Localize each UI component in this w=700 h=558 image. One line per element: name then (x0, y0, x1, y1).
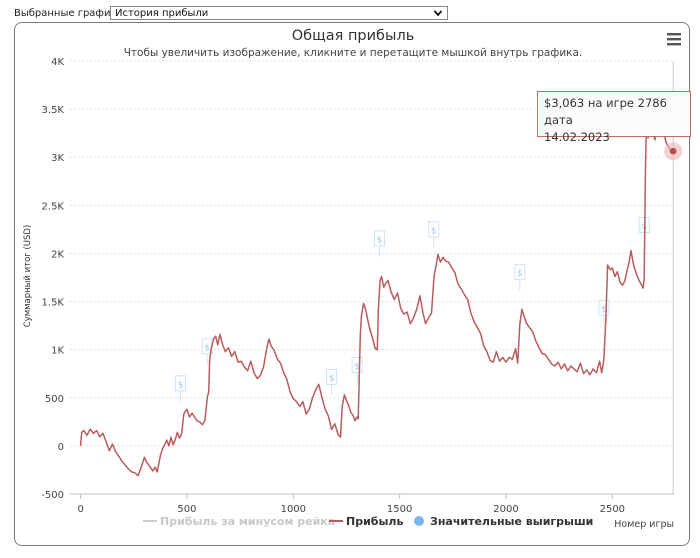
big-win-flag: $ (351, 357, 363, 384)
chart-legend: Прибыль за минусом рейка Прибыль Значите… (143, 515, 593, 528)
chart-selector-label: Выбранные графики: (14, 8, 127, 19)
dollar-icon: $ (431, 226, 437, 236)
chart-title: Общая прибыль (292, 28, 415, 44)
flag-box (175, 375, 187, 392)
x-axis-title: Номер игры (614, 519, 674, 530)
y-tick-label: 3K (51, 153, 64, 164)
flag-box (326, 369, 338, 386)
legend-label-profit: Прибыль (346, 515, 403, 528)
chart-axes: -500 0 500 1K 1.5K 2K 2.5K 3K 3.5K 4K 0 500 1000 1500… (41, 57, 674, 515)
flag-box (598, 299, 610, 316)
profit-series-line (79, 105, 674, 477)
x-tick-label: 2000 (493, 504, 518, 515)
tooltip-line-2: 14.02.2023 (544, 130, 610, 144)
dollar-icon: $ (354, 362, 360, 372)
big-win-flag: $ (175, 375, 187, 402)
big-win-flag: $ (373, 230, 385, 257)
hover-tooltip: $3,063 на игре 2786 дата 14.02.2023 (537, 91, 691, 144)
legend-item-net[interactable]: Прибыль за минусом рейка (143, 515, 335, 528)
y-tick-label: 4K (51, 57, 64, 68)
big-win-flag: $ (514, 264, 526, 291)
flag-box (428, 221, 440, 238)
x-tick-label: 2500 (600, 504, 625, 515)
dollar-icon: $ (204, 343, 210, 353)
big-win-flag: $ (598, 299, 610, 327)
legend-item-profit[interactable]: Прибыль (329, 515, 403, 528)
big-win-flag: $ (326, 369, 338, 396)
x-tick-label: 500 (177, 504, 196, 515)
y-tick-label: 3.5K (42, 105, 65, 116)
flag-box (514, 264, 526, 281)
big-win-flags: $$$$$$$$$ (175, 217, 650, 402)
chart-selector-dropdown[interactable]: История прибыли (110, 6, 448, 20)
y-tick-label: 0 (58, 442, 64, 453)
flag-box (351, 357, 363, 374)
y-tick-label: 2.5K (42, 201, 65, 212)
dollar-icon: $ (178, 380, 184, 390)
dollar-icon: $ (601, 305, 607, 315)
chevron-down-icon (433, 10, 443, 17)
y-tick-label: 500 (45, 394, 64, 405)
y-tick-label: 1.5K (42, 298, 65, 309)
y-tick-label: 1K (51, 346, 64, 357)
y-tick-label: -500 (41, 490, 64, 501)
x-tick-label: 1000 (281, 504, 306, 515)
y-axis-title: Суммарный итог (USD) (23, 225, 33, 328)
x-tick-label: 0 (77, 504, 83, 515)
menu-icon[interactable] (664, 30, 682, 48)
big-win-flag: $ (428, 221, 440, 248)
legend-item-bigwins[interactable]: Значительные выигрыши (414, 515, 593, 528)
x-tick-label: 1500 (387, 504, 412, 515)
legend-label-bigwins: Значительные выигрыши (430, 515, 593, 528)
chart-selector-bar: Выбранные графики: История прибыли (0, 0, 700, 24)
dollar-icon: $ (517, 269, 523, 279)
dollar-icon: $ (329, 374, 335, 384)
chart-subtitle: Чтобы увеличить изображение, кликните и … (124, 47, 583, 59)
chart-selector-value: История прибыли (115, 8, 209, 19)
y-tick-label: 2K (51, 249, 64, 260)
dollar-icon: $ (377, 235, 383, 245)
tooltip-line-1: $3,063 на игре 2786 дата (544, 96, 667, 127)
flag-box (373, 230, 385, 247)
hover-point (669, 147, 677, 155)
legend-label-net: Прибыль за минусом рейка (160, 515, 335, 528)
